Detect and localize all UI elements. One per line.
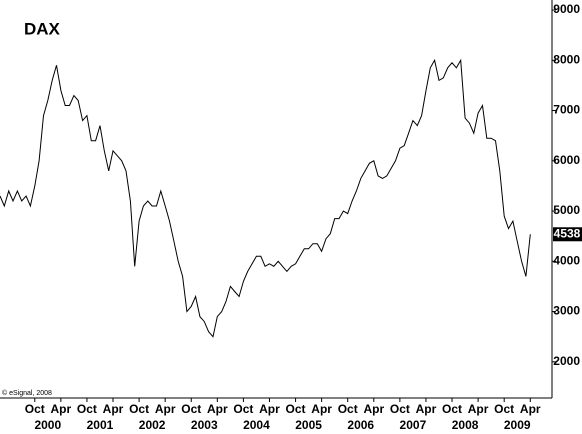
y-tick-label: 9000 xyxy=(553,2,580,16)
y-tick-label: 4000 xyxy=(553,253,580,267)
x-tick-label: Apr xyxy=(520,402,541,416)
year-label: 2005 xyxy=(295,418,322,432)
y-tick-label: 8000 xyxy=(553,52,580,66)
price-line xyxy=(0,58,531,338)
y-tick-label: 3000 xyxy=(553,304,580,318)
year-label: 2009 xyxy=(504,418,531,432)
x-tick-label: Apr xyxy=(207,402,228,416)
year-label: 2007 xyxy=(400,418,427,432)
x-tick-label: Apr xyxy=(103,402,124,416)
x-tick-label: Apr xyxy=(363,402,384,416)
x-tick-label: Apr xyxy=(155,402,176,416)
x-tick-label: Oct xyxy=(390,402,410,416)
y-tick-label: 6000 xyxy=(553,153,580,167)
x-tick-label: Oct xyxy=(77,402,97,416)
x-tick-label: Apr xyxy=(259,402,280,416)
year-label: 2006 xyxy=(347,418,374,432)
last-value-label: 4538 xyxy=(554,226,581,240)
x-tick-label: Oct xyxy=(233,402,253,416)
source-note: © eSignal, 2008 xyxy=(2,389,52,397)
x-tick-label: Apr xyxy=(416,402,437,416)
x-tick-label: Oct xyxy=(25,402,45,416)
year-label: 2004 xyxy=(243,418,270,432)
x-tick-label: Oct xyxy=(129,402,149,416)
x-tick-label: Oct xyxy=(286,402,306,416)
x-tick-label: Oct xyxy=(338,402,358,416)
year-label: 2001 xyxy=(87,418,114,432)
x-tick-label: Oct xyxy=(181,402,201,416)
x-tick-label: Apr xyxy=(311,402,332,416)
year-label: 2002 xyxy=(139,418,166,432)
y-tick-label: 2000 xyxy=(553,354,580,368)
year-label: 2000 xyxy=(34,418,61,432)
y-tick-label: 5000 xyxy=(553,203,580,217)
last-value-box xyxy=(553,227,582,242)
x-tick-label: Oct xyxy=(494,402,514,416)
x-tick-label: Apr xyxy=(468,402,489,416)
chart-title: DAX xyxy=(24,19,61,38)
year-label: 2008 xyxy=(452,418,479,432)
x-tick-label: Oct xyxy=(442,402,462,416)
year-label: 2003 xyxy=(191,418,218,432)
y-tick-label: 7000 xyxy=(553,103,580,117)
x-tick-label: Apr xyxy=(51,402,72,416)
